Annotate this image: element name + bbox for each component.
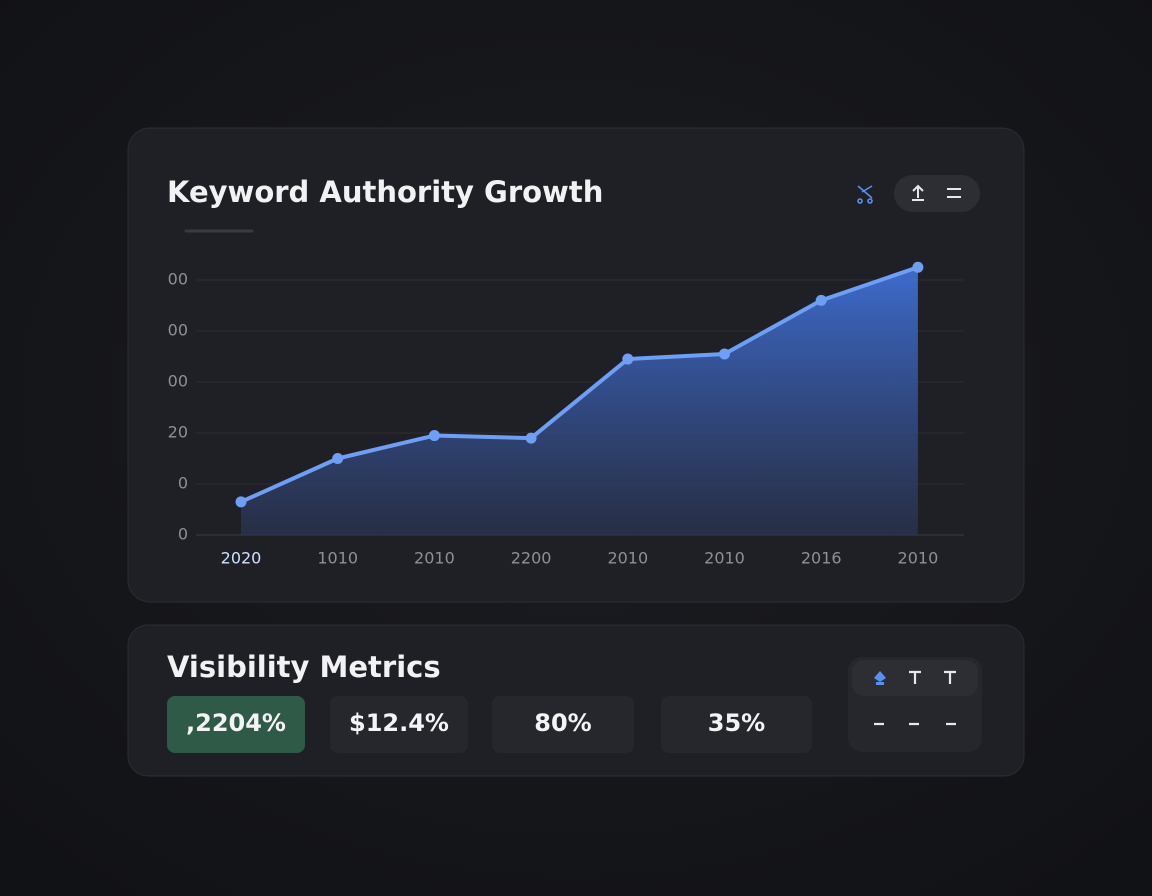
- metric-tile: [661, 696, 812, 753]
- metrics-title: Visibility Metrics: [167, 650, 441, 684]
- chart-icon[interactable]: [857, 185, 873, 204]
- side-icons[interactable]: [874, 670, 956, 726]
- x-tick-label: 2200: [511, 549, 552, 568]
- metric-value: $12.4%: [349, 709, 449, 737]
- metric-tiles: ,2204% $12.4% 80% 35%: [167, 696, 812, 753]
- x-tick-label: 1010: [317, 549, 358, 568]
- y-tick-label: 00: [168, 372, 188, 391]
- export-icon[interactable]: [912, 184, 924, 201]
- y-tick-label: 0: [178, 525, 188, 544]
- y-tick-label: 00: [168, 270, 188, 289]
- x-tick-label: 2020: [221, 549, 262, 568]
- x-tick-label: 2010: [898, 549, 939, 568]
- metric-value: 35%: [708, 709, 765, 737]
- x-tick-label: 2010: [414, 549, 455, 568]
- data-point: [622, 353, 634, 365]
- menu-icon[interactable]: [947, 188, 961, 198]
- toolbar-pill: [894, 175, 980, 212]
- x-tick-label: 2010: [607, 549, 648, 568]
- data-point: [719, 348, 730, 360]
- data-point: [525, 432, 537, 444]
- metric-tile: [167, 696, 305, 753]
- data-point: [235, 496, 247, 508]
- data-point: [815, 294, 827, 306]
- x-tick-label: 2016: [801, 549, 842, 568]
- data-point: [912, 261, 924, 273]
- y-tick-label: 20: [168, 423, 188, 442]
- y-tick-label: 00: [168, 321, 188, 340]
- x-tick-label: 2010: [704, 549, 745, 568]
- metric-value: ,2204%: [186, 709, 286, 737]
- y-tick-label: 0: [178, 474, 188, 493]
- data-point: [428, 430, 440, 442]
- chart-title: Keyword Authority Growth: [167, 175, 603, 209]
- metric-tile: [492, 696, 634, 753]
- data-point: [332, 453, 344, 464]
- metric-tile: [330, 696, 468, 753]
- metric-value: 80%: [534, 709, 591, 737]
- line: [239, 265, 920, 504]
